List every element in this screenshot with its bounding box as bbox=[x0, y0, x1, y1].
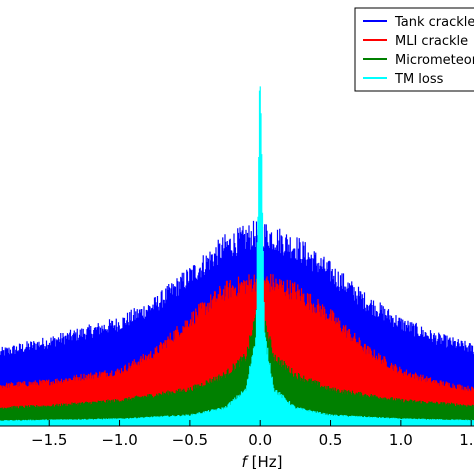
series-trace bbox=[0, 86, 474, 426]
legend: Tank crackle MLI crackle Micrometeoroid TM … bbox=[354, 7, 474, 92]
x-tick-label: −1.5 bbox=[31, 431, 67, 449]
x-axis-label: f [Hz] bbox=[242, 453, 283, 471]
legend-label: Tank crackle bbox=[394, 15, 474, 30]
legend-label: Micrometeoroid bbox=[395, 53, 474, 68]
x-tick-label: 1.0 bbox=[389, 431, 413, 449]
x-tick-label: 1.5 bbox=[459, 431, 474, 449]
x-tick-label: −0.5 bbox=[172, 431, 208, 449]
legend-label: MLI crackle bbox=[395, 34, 468, 49]
x-tick-label: −1.0 bbox=[101, 431, 137, 449]
x-tick-label: 0.5 bbox=[319, 431, 343, 449]
x-tick-label: 0.0 bbox=[248, 431, 272, 449]
series-tm-loss bbox=[0, 86, 474, 426]
legend-label: TM loss bbox=[394, 72, 444, 87]
